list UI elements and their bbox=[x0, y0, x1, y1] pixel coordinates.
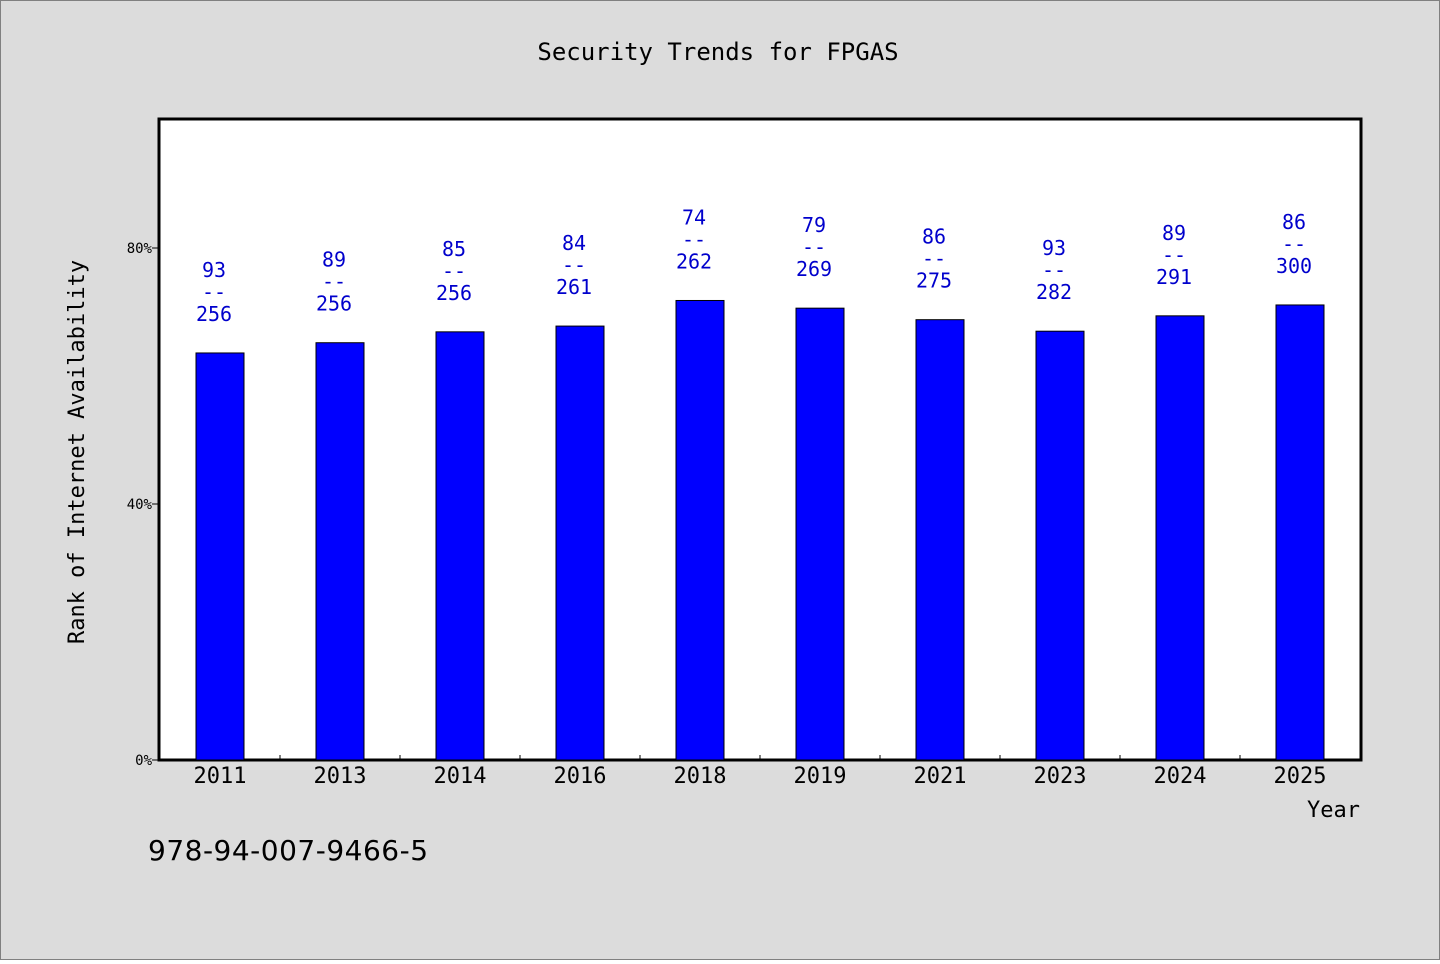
bar-data-label: -- bbox=[562, 253, 586, 277]
bar-data-label: 89 bbox=[322, 248, 346, 272]
bar bbox=[315, 342, 365, 761]
bar bbox=[435, 331, 485, 761]
bar-data-label: 86 bbox=[1282, 210, 1306, 234]
x-tick-label: 2018 bbox=[674, 764, 727, 789]
chart-title: Security Trends for FPGAS bbox=[537, 38, 898, 66]
bar-data-label: 93 bbox=[1042, 236, 1066, 260]
bar-data-label: 86 bbox=[922, 225, 946, 249]
y-tick-label: 40% bbox=[127, 497, 153, 513]
x-axis-ticks: 2011 2013 2014 2016 2018 2019 2021 2023 2024 2025 bbox=[194, 755, 1327, 789]
x-tick-label: 2021 bbox=[914, 764, 967, 789]
y-tick-label: 80% bbox=[127, 241, 153, 257]
bar-data-label: -- bbox=[1042, 258, 1066, 282]
bar-data-label: 256 bbox=[196, 302, 232, 326]
bar-data-label: 74 bbox=[682, 205, 706, 229]
bar-data-label: 300 bbox=[1276, 254, 1312, 278]
bar-data-label: 262 bbox=[676, 249, 712, 273]
y-tick-label: 0% bbox=[135, 753, 152, 769]
bar-data-label: 79 bbox=[802, 213, 826, 237]
x-tick-label: 2023 bbox=[1034, 764, 1087, 789]
bar-data-label: 93 bbox=[202, 258, 226, 282]
bar-data-label: -- bbox=[1162, 243, 1186, 267]
x-tick-label: 2011 bbox=[194, 764, 247, 789]
bar-data-label: -- bbox=[682, 227, 706, 251]
x-tick-label: 2014 bbox=[434, 764, 487, 789]
x-tick-label: 2025 bbox=[1274, 764, 1327, 789]
bar-data-label: -- bbox=[202, 280, 226, 304]
bar-data-label: 291 bbox=[1156, 265, 1192, 289]
bar bbox=[555, 325, 605, 761]
bar-data-label: 84 bbox=[562, 231, 586, 255]
bar bbox=[1035, 330, 1085, 761]
x-tick-label: 2016 bbox=[554, 764, 607, 789]
x-tick-label: 2024 bbox=[1154, 764, 1207, 789]
bar-data-label: 256 bbox=[316, 292, 352, 316]
bar bbox=[675, 299, 725, 761]
bar bbox=[915, 319, 965, 761]
bar bbox=[1275, 304, 1325, 761]
bar-data-label: -- bbox=[802, 235, 826, 259]
bar-labels-group: 93--25689--25685--25684--26174--26279--2… bbox=[196, 205, 1312, 325]
y-axis-label: Rank of Internet Availability bbox=[65, 260, 90, 644]
bar bbox=[795, 307, 845, 761]
bar-data-label: 85 bbox=[442, 237, 466, 261]
bar-data-label: -- bbox=[442, 259, 466, 283]
bars-group bbox=[195, 299, 1325, 761]
y-axis-ticks: 0% 40% 80% bbox=[127, 241, 160, 769]
bar-data-label: -- bbox=[1282, 232, 1306, 256]
footer-isbn-text: 978-94-007-9466-5 bbox=[148, 834, 429, 867]
bar-data-label: 269 bbox=[796, 257, 832, 281]
bar-data-label: 282 bbox=[1036, 280, 1072, 304]
bar-data-label: 261 bbox=[556, 275, 592, 299]
bar bbox=[195, 352, 245, 761]
bar-data-label: 256 bbox=[436, 281, 472, 305]
x-tick-label: 2019 bbox=[794, 764, 847, 789]
bar-data-label: -- bbox=[922, 247, 946, 271]
bar bbox=[1155, 315, 1205, 761]
x-axis-label: Year bbox=[1307, 798, 1360, 823]
x-tick-label: 2013 bbox=[314, 764, 367, 789]
bar-data-label: -- bbox=[322, 270, 346, 294]
bar-data-label: 89 bbox=[1162, 221, 1186, 245]
bar-data-label: 275 bbox=[916, 269, 952, 293]
